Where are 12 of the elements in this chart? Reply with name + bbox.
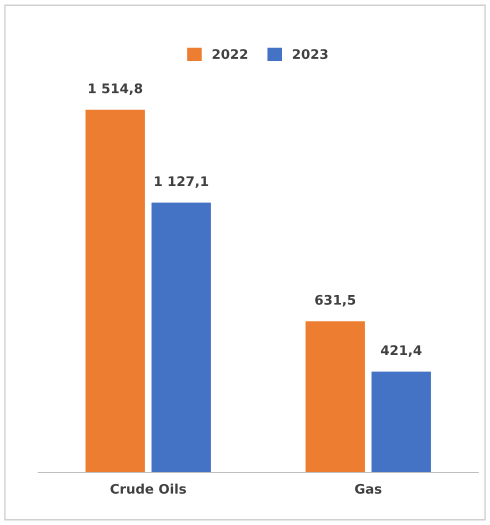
data-label: 631,5	[315, 294, 356, 307]
legend-label: 2022	[212, 49, 248, 60]
bar	[152, 202, 211, 472]
bar	[306, 321, 365, 472]
legend-label: 2023	[292, 49, 328, 60]
data-label: 421,4	[380, 345, 422, 357]
x-tick-label: Gas	[355, 484, 382, 494]
data-label: 1 514,8	[88, 83, 142, 96]
data-label: 1 127,1	[154, 176, 208, 188]
x-tick-label: Crude Oils	[110, 484, 186, 494]
bar	[372, 372, 431, 472]
bar	[86, 110, 145, 472]
